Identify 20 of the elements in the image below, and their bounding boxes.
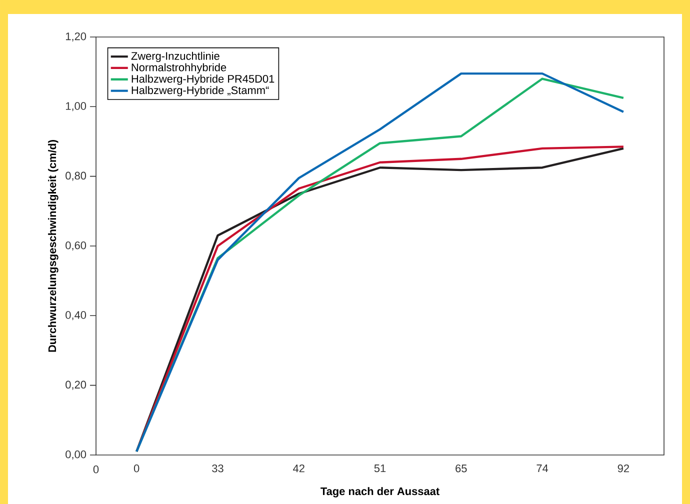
y-axis-title: Durchwurzelungsgeschwindigkeit (cm/d) — [48, 140, 58, 352]
legend-label: Normalstrohhybride — [132, 63, 226, 74]
x-tick-label: 74 — [536, 464, 548, 472]
legend-label: Zwerg-Inzuchtlinie — [131, 52, 220, 62]
x-tick-label: 0 — [134, 464, 140, 472]
y-tick-label: 1,20 — [66, 32, 86, 42]
x-axis-title: Tage nach der Aussaat — [320, 487, 440, 498]
y-tick-label: 0,20 — [66, 380, 86, 390]
y-tick-label: 1,00 — [66, 102, 86, 112]
y-tick-label: 0,80 — [66, 172, 86, 181]
legend-label: Halbzwerg-Hybride PR45D01 — [132, 74, 274, 85]
y-tick-label: 0,00 — [66, 450, 86, 460]
x-tick-label: 42 — [293, 464, 304, 472]
y-tick-label: 0,60 — [66, 241, 86, 251]
x-tick-label: 51 — [374, 464, 386, 472]
x-tick-label: 33 — [212, 464, 224, 472]
legend-label: Halbzwerg-Hybride „Stamm“ — [132, 86, 269, 96]
x-tick-label: 65 — [456, 464, 467, 472]
y-tick-label: 0,40 — [66, 311, 86, 320]
x-tick-label: 92 — [618, 464, 629, 472]
